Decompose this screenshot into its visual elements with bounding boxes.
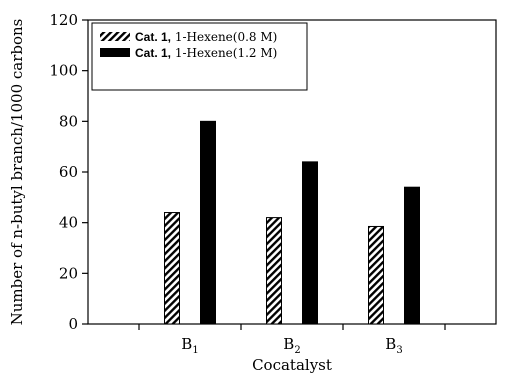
x-tick-label-sub: 1 — [192, 345, 198, 356]
x-tick-label-base: B — [385, 335, 396, 353]
legend-label-1: Cat. 1, 1-Hexene(0.8 M) — [135, 30, 277, 44]
y-tick-label: 120 — [49, 11, 78, 29]
x-tick-label-base: B — [181, 335, 192, 353]
legend-swatch-hatched — [100, 32, 130, 41]
x-tick-label-base: B — [283, 335, 294, 353]
y-tick-label: 100 — [49, 62, 78, 80]
y-axis-title: Number of n-butyl branch/1000 carbons — [8, 19, 26, 326]
y-tick-label: 20 — [59, 264, 78, 282]
y-axis: 0 20 40 60 80 100 120 — [49, 11, 88, 333]
x-tick-label-sub: 2 — [294, 345, 300, 356]
x-tick-label-sub: 3 — [396, 345, 402, 356]
bars — [164, 120, 420, 325]
bar-hatched-B1 — [164, 212, 180, 325]
y-tick-label: 80 — [59, 112, 78, 130]
bar-hatched-B2 — [266, 217, 282, 325]
x-tick-label: B2 — [283, 335, 300, 356]
x-tick-label: B1 — [181, 335, 198, 356]
legend-label-1-rest: 1-Hexene(0.8 M) — [171, 30, 277, 44]
bar-solid-B1 — [200, 120, 216, 325]
legend-label-2: Cat. 1, 1-Hexene(1.2 M) — [135, 46, 277, 60]
y-tick-label: 60 — [59, 163, 78, 181]
y-tick-label: 0 — [68, 315, 78, 333]
bar-solid-B2 — [302, 161, 318, 325]
x-axis-title: Cocatalyst — [252, 356, 332, 374]
legend-label-2-bold: Cat. 1, — [135, 46, 171, 60]
bar-solid-B3 — [404, 186, 420, 325]
legend-label-1-bold: Cat. 1, — [135, 30, 171, 44]
bar-hatched-B3 — [368, 225, 384, 325]
legend-swatch-solid — [100, 48, 130, 57]
y-tick-label: 40 — [59, 214, 78, 232]
x-axis: B1 B2 B3 — [138, 324, 446, 356]
legend-label-2-rest: 1-Hexene(1.2 M) — [171, 46, 277, 60]
x-tick-label: B3 — [385, 335, 402, 356]
legend: Cat. 1, 1-Hexene(0.8 M) Cat. 1, 1-Hexene… — [91, 22, 308, 91]
